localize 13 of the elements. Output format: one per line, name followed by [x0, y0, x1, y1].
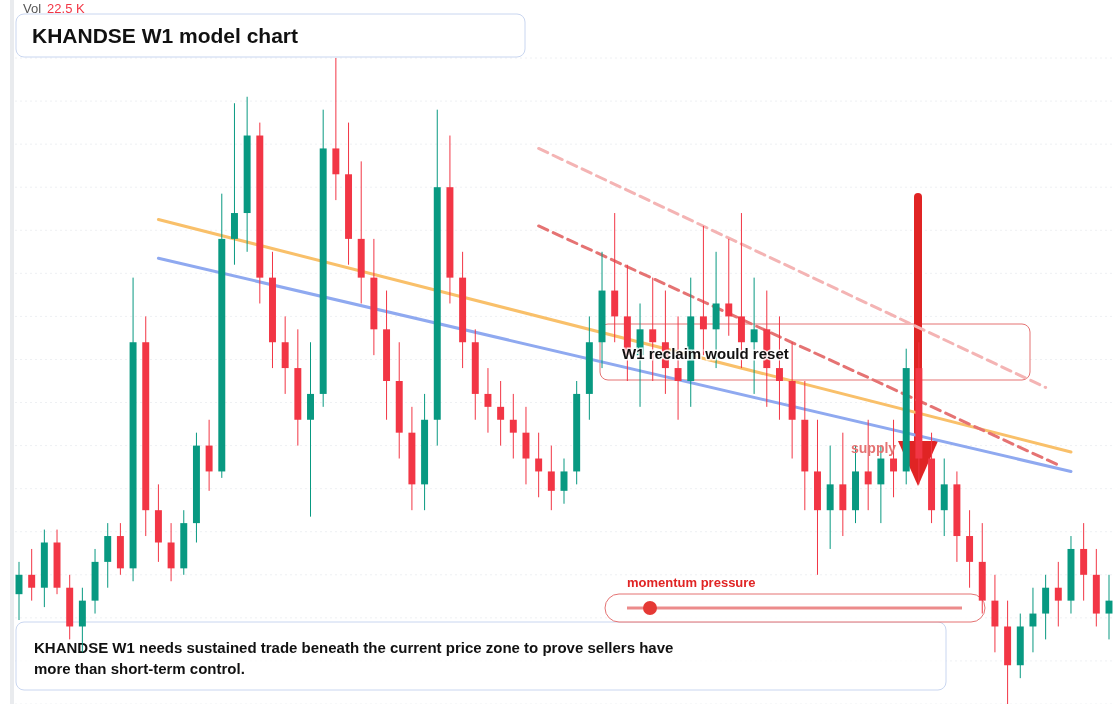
candlestick	[547, 445, 555, 511]
candlestick	[699, 225, 707, 356]
candlestick	[509, 393, 517, 460]
chart-title: KHANDSE W1 model chart	[32, 24, 299, 47]
candlestick	[484, 367, 492, 434]
text: Vol 22.5 K	[23, 1, 85, 16]
candlestick	[725, 238, 733, 337]
candlestick	[1029, 587, 1037, 653]
candlestick	[1054, 561, 1062, 627]
candlestick	[535, 432, 543, 498]
candlestick	[28, 548, 36, 602]
candlestick	[497, 380, 505, 447]
annotation: momentum pressure	[627, 575, 756, 590]
